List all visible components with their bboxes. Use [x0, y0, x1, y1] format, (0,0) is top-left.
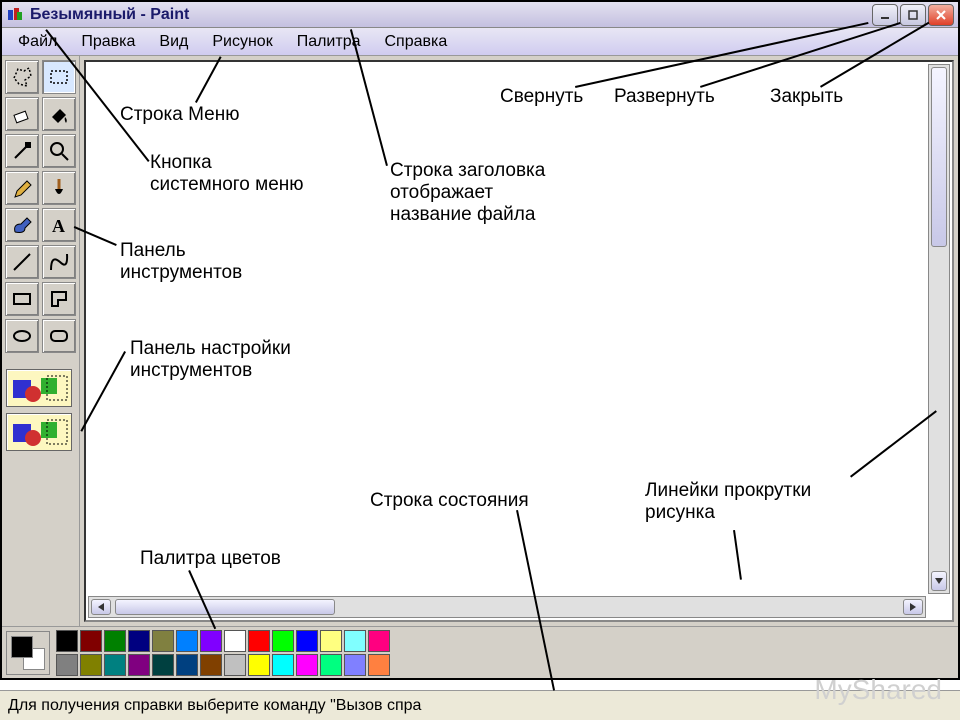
color-palette [56, 630, 390, 676]
tool-picker[interactable] [5, 134, 39, 168]
workarea: A [2, 56, 958, 626]
swatch-r2-9[interactable] [320, 654, 342, 676]
tool-rect-select[interactable] [42, 60, 76, 94]
tool-fill[interactable] [42, 97, 76, 131]
vertical-scrollbar[interactable] [928, 64, 950, 594]
swatch-r2-11[interactable] [344, 654, 366, 676]
hscroll-right[interactable] [903, 599, 923, 615]
menu-colors[interactable]: Палитра [287, 31, 371, 53]
swatch-r1-2[interactable] [80, 630, 102, 652]
swatch-r1-1[interactable] [56, 654, 78, 676]
swatch-r2-7[interactable] [296, 654, 318, 676]
swatch-r2-6[interactable] [296, 630, 318, 652]
menu-file[interactable]: Файл [8, 31, 67, 53]
menubar: Файл Правка Вид Рисунок Палитра Справка [2, 28, 958, 56]
canvas[interactable] [86, 62, 952, 620]
swatch-r2-8[interactable] [320, 630, 342, 652]
status-text: Для получения справки выберите команду "… [8, 697, 421, 715]
tool-pencil[interactable] [5, 171, 39, 205]
tool-free-select[interactable] [5, 60, 39, 94]
menu-edit[interactable]: Правка [71, 31, 145, 53]
palette-row [2, 626, 958, 678]
swatch-r1-13[interactable] [200, 654, 222, 676]
hscroll-left[interactable] [91, 599, 111, 615]
toolbox: A [2, 56, 80, 626]
tool-magnifier[interactable] [42, 134, 76, 168]
tool-rounded-rect[interactable] [42, 319, 76, 353]
svg-text:A: A [52, 216, 65, 236]
swatch-r2-5[interactable] [272, 654, 294, 676]
titlebar[interactable]: Безымянный - Paint [2, 2, 958, 28]
opt-opaque[interactable] [6, 369, 72, 407]
swatch-r2-1[interactable] [224, 654, 246, 676]
window-buttons [872, 4, 954, 26]
tool-polygon[interactable] [42, 282, 76, 316]
tool-text[interactable]: A [42, 208, 76, 242]
swatch-r1-0[interactable] [56, 630, 78, 652]
swatch-r1-6[interactable] [128, 630, 150, 652]
menu-view[interactable]: Вид [149, 31, 198, 53]
tool-ellipse[interactable] [5, 319, 39, 353]
swatch-r1-10[interactable] [176, 630, 198, 652]
horizontal-scrollbar[interactable] [88, 596, 926, 618]
tool-brush[interactable] [42, 171, 76, 205]
tool-eraser[interactable] [5, 97, 39, 131]
swatch-r2-4[interactable] [272, 630, 294, 652]
vscroll-down[interactable] [931, 571, 947, 591]
swatch-r1-7[interactable] [128, 654, 150, 676]
tool-options [6, 365, 76, 455]
paint-window: Безымянный - Paint Файл Правка Вид Рисун… [0, 0, 960, 680]
minimize-button[interactable] [872, 4, 898, 26]
fg-color [11, 636, 33, 658]
swatch-r1-5[interactable] [104, 654, 126, 676]
swatch-r2-12[interactable] [368, 630, 390, 652]
swatch-r2-10[interactable] [344, 630, 366, 652]
menu-help[interactable]: Справка [374, 31, 457, 53]
tool-curve[interactable] [42, 245, 76, 279]
titlebar-title: Безымянный - Paint [30, 6, 872, 24]
swatch-r1-9[interactable] [152, 654, 174, 676]
menu-image[interactable]: Рисунок [202, 31, 282, 53]
swatch-r1-8[interactable] [152, 630, 174, 652]
swatch-r2-3[interactable] [248, 654, 270, 676]
fg-bg-indicator[interactable] [6, 631, 50, 675]
hscroll-thumb[interactable] [115, 599, 335, 615]
swatch-r2-0[interactable] [224, 630, 246, 652]
swatch-r1-4[interactable] [104, 630, 126, 652]
sysmenu-icon[interactable] [6, 6, 24, 24]
maximize-button[interactable] [900, 4, 926, 26]
tool-rectangle[interactable] [5, 282, 39, 316]
swatch-r2-13[interactable] [368, 654, 390, 676]
swatch-r1-12[interactable] [200, 630, 222, 652]
swatch-r1-3[interactable] [80, 654, 102, 676]
statusbar: Для получения справки выберите команду "… [0, 690, 960, 720]
swatch-r2-2[interactable] [248, 630, 270, 652]
vscroll-thumb[interactable] [931, 67, 947, 247]
tool-line[interactable] [5, 245, 39, 279]
tool-airbrush[interactable] [5, 208, 39, 242]
canvas-area [84, 60, 954, 622]
close-button[interactable] [928, 4, 954, 26]
swatch-r1-11[interactable] [176, 654, 198, 676]
opt-transparent[interactable] [6, 413, 72, 451]
